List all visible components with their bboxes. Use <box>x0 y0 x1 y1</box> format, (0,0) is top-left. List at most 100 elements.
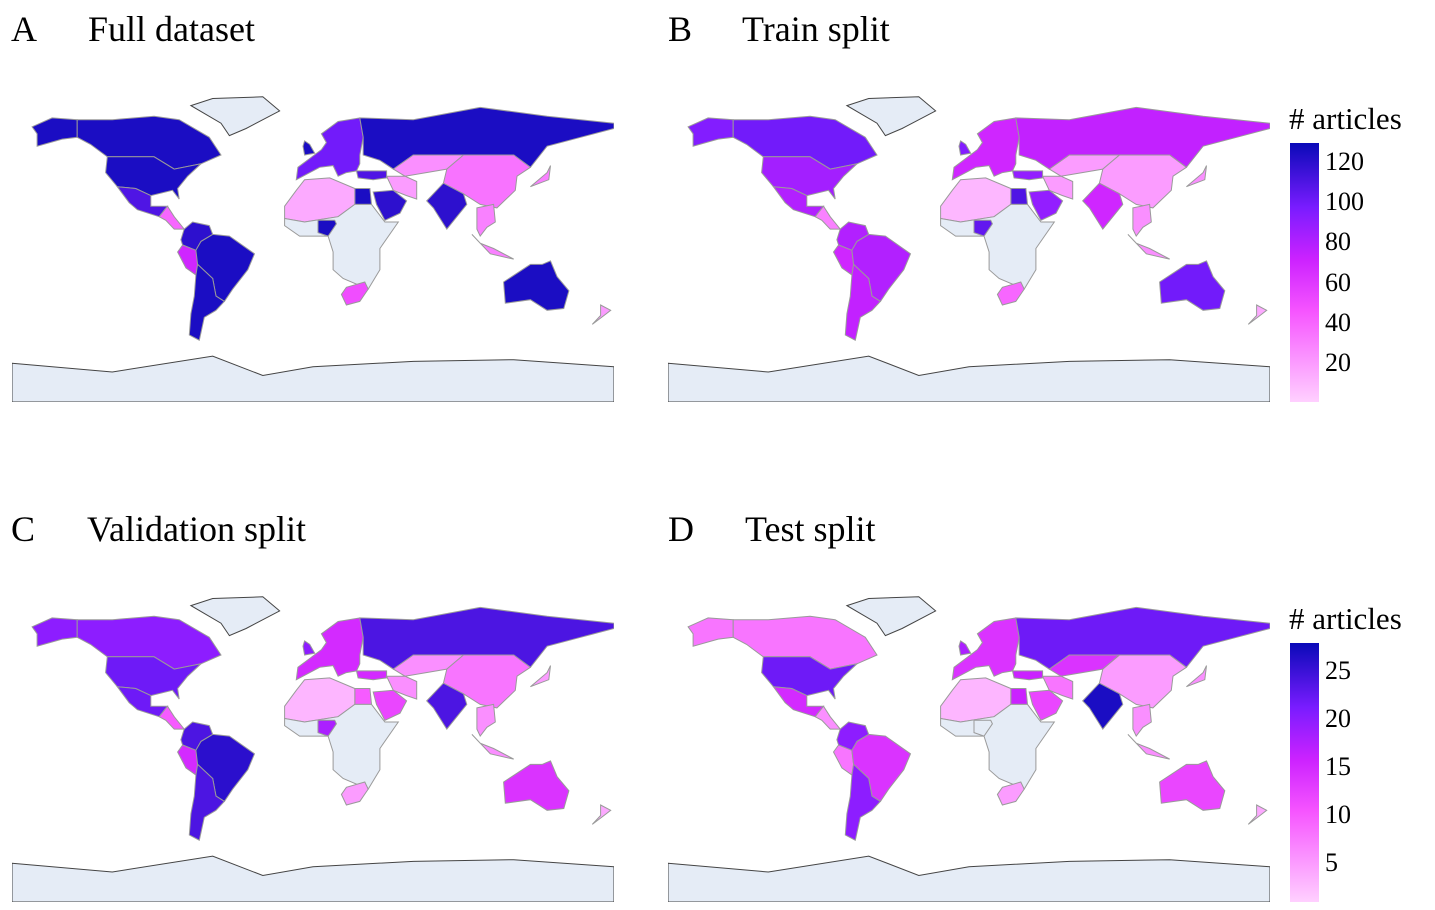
map-panel-a <box>12 96 614 402</box>
country-japan <box>1186 665 1207 688</box>
country-egypt <box>1010 188 1029 205</box>
country-egypt <box>354 688 373 705</box>
colorbar-tick: 20 <box>1325 347 1351 377</box>
country-saudi-arabia <box>372 189 408 221</box>
country-argentina-chile <box>188 263 226 341</box>
country-alaska <box>687 617 734 647</box>
map-panel-b <box>668 96 1270 402</box>
country-united-kingdom <box>302 640 316 656</box>
map-panel-c <box>12 596 614 902</box>
panel-c-letter: C <box>11 509 36 549</box>
country-sub-saharan-africa <box>940 203 1056 290</box>
country-south-africa <box>996 281 1025 306</box>
panel-d-title: Test split <box>745 509 876 549</box>
colorbar-tick: 60 <box>1325 267 1351 297</box>
country-nigeria <box>973 719 993 737</box>
colorbar-tick: 100 <box>1325 187 1364 217</box>
country-southeast-asia <box>476 203 496 238</box>
country-india <box>1082 682 1124 730</box>
country-peru <box>832 244 855 276</box>
country-new-zealand <box>591 304 612 325</box>
colorbar-top <box>1290 143 1319 402</box>
panel-a-letter: A <box>11 9 37 49</box>
country-antarctica <box>668 855 1270 902</box>
panel-d-letter: D <box>668 509 694 549</box>
panel-b-title: Train split <box>742 9 890 49</box>
country-new-zealand <box>591 804 612 825</box>
country-india <box>1082 182 1124 230</box>
country-nigeria <box>317 719 337 737</box>
country-peru <box>177 244 199 276</box>
country-alaska <box>687 117 734 147</box>
country-japan <box>530 665 551 688</box>
country-indonesia <box>471 234 514 260</box>
country-south-africa <box>996 781 1025 806</box>
colorbar-tick: 40 <box>1325 307 1351 337</box>
colorbar-bottom-title: # articles <box>1289 601 1402 636</box>
country-alaska <box>31 117 78 147</box>
country-united-kingdom <box>958 640 972 656</box>
country-australia <box>503 260 570 311</box>
colorbar-tick: 10 <box>1325 799 1351 829</box>
country-indonesia <box>471 734 514 760</box>
country-peru <box>832 744 855 776</box>
country-saudi-arabia <box>372 689 408 721</box>
panel-c-title: Validation split <box>87 509 306 549</box>
colorbar-tick: 25 <box>1325 655 1351 685</box>
country-greenland <box>845 596 937 637</box>
country-south-africa <box>340 281 369 306</box>
country-greenland <box>189 96 281 137</box>
country-argentina-chile <box>844 263 882 341</box>
country-alaska <box>31 617 78 647</box>
country-australia <box>1159 760 1226 811</box>
country-sub-saharan-africa <box>284 703 400 790</box>
country-south-africa <box>340 781 369 806</box>
country-saudi-arabia <box>1028 689 1064 721</box>
country-argentina-chile <box>844 763 882 841</box>
country-saudi-arabia <box>1028 189 1064 221</box>
country-peru <box>177 744 199 776</box>
country-egypt <box>1010 688 1029 705</box>
country-southeast-asia <box>476 703 496 738</box>
colorbar-tick: 5 <box>1325 847 1338 877</box>
country-sub-saharan-africa <box>284 203 400 290</box>
country-indonesia <box>1127 234 1170 260</box>
country-antarctica <box>12 855 614 902</box>
country-united-kingdom <box>302 140 316 156</box>
colorbar-tick: 80 <box>1325 227 1351 257</box>
map-panel-d <box>668 596 1270 902</box>
country-indonesia <box>1127 734 1170 760</box>
country-southeast-asia <box>1132 203 1152 238</box>
country-united-kingdom <box>958 140 972 156</box>
country-greenland <box>189 596 281 637</box>
country-antarctica <box>668 355 1270 402</box>
country-nigeria <box>973 219 993 237</box>
country-new-zealand <box>1247 804 1268 825</box>
country-southeast-asia <box>1132 703 1152 738</box>
country-india <box>426 682 468 730</box>
colorbar-tick: 20 <box>1325 703 1351 733</box>
country-antarctica <box>12 355 614 402</box>
country-india <box>426 182 468 230</box>
country-turkey <box>355 670 388 681</box>
panel-b-letter: B <box>668 9 693 49</box>
country-japan <box>530 165 551 188</box>
country-turkey <box>355 170 388 181</box>
country-nigeria <box>317 219 337 237</box>
colorbar-top-title: # articles <box>1289 101 1402 136</box>
country-turkey <box>1011 670 1044 681</box>
colorbar-tick: 120 <box>1325 147 1364 177</box>
colorbar-tick: 15 <box>1325 751 1351 781</box>
country-australia <box>503 760 570 811</box>
country-australia <box>1159 260 1226 311</box>
panel-a-title: Full dataset <box>88 9 255 49</box>
country-sub-saharan-africa <box>940 703 1056 790</box>
colorbar-bottom <box>1290 643 1319 902</box>
country-new-zealand <box>1247 304 1268 325</box>
country-japan <box>1186 165 1207 188</box>
country-greenland <box>845 96 937 137</box>
country-turkey <box>1011 170 1044 181</box>
country-argentina-chile <box>188 763 226 841</box>
country-egypt <box>354 188 373 205</box>
